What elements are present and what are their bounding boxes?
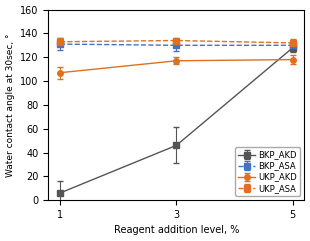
Y-axis label: Water contact angle at 30sec, °: Water contact angle at 30sec, ° <box>6 33 15 177</box>
X-axis label: Reagent addition level, %: Reagent addition level, % <box>114 225 239 235</box>
Legend: BKP_AKD, BKP_ASA, UKP_AKD, UKP_ASA: BKP_AKD, BKP_ASA, UKP_AKD, UKP_ASA <box>235 147 300 196</box>
